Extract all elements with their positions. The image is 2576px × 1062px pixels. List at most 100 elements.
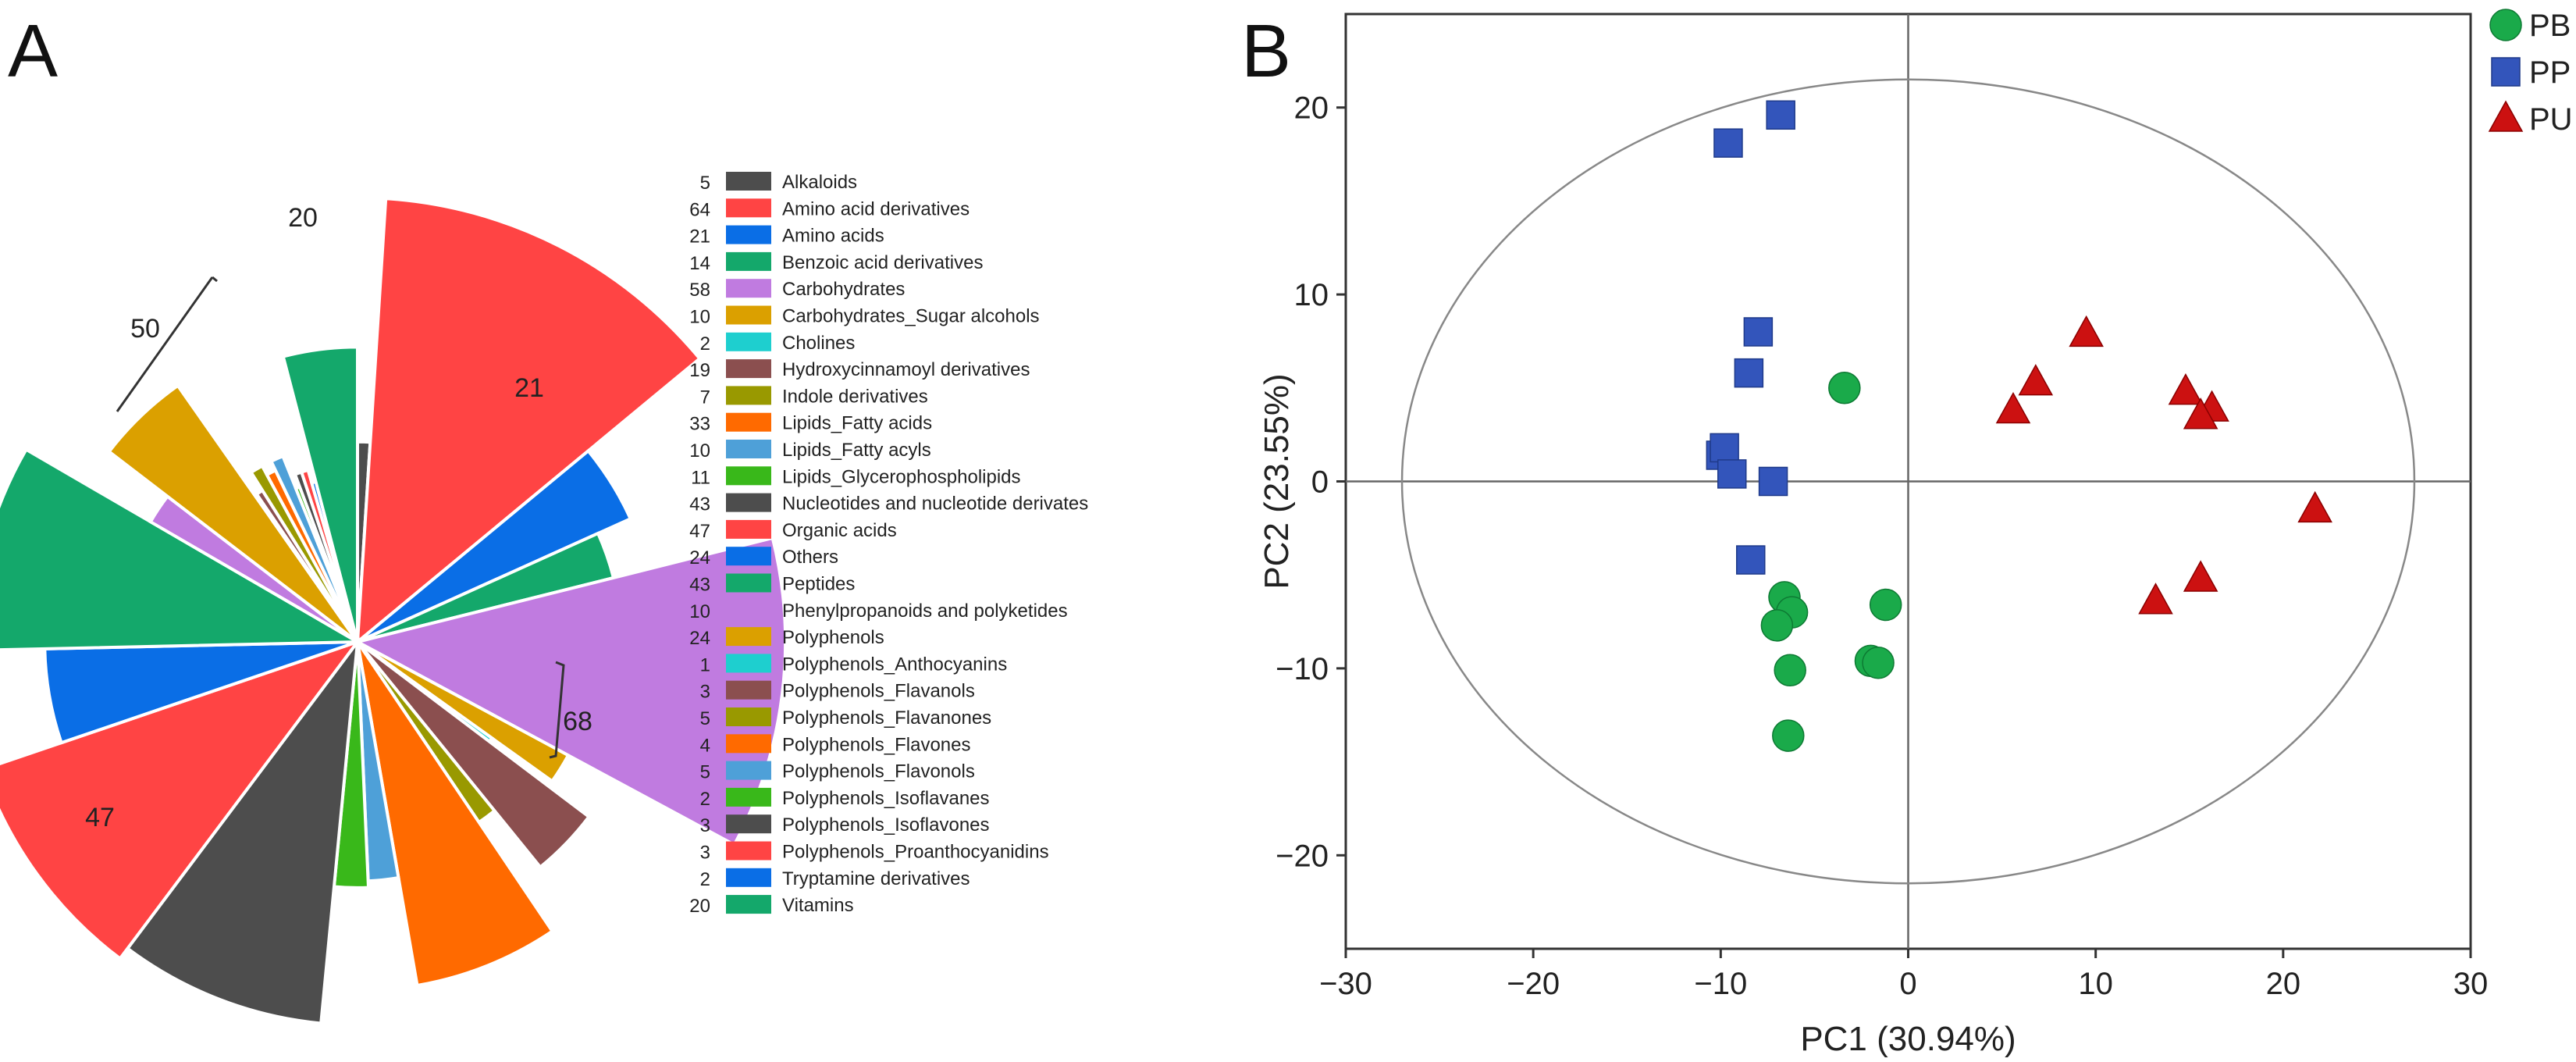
axis-ticks: −30 −20 −10 0 10 20 30 −20 −10 0 10 20: [1276, 91, 2488, 1001]
scatter-points: [1706, 100, 2332, 752]
legend-count: 43: [689, 494, 710, 515]
x-axis-label: PC1 (30.94%): [1800, 1020, 2016, 1058]
point-pu: [2168, 373, 2204, 405]
confidence-ellipse: [1400, 78, 2416, 885]
legend-count: 10: [689, 307, 710, 328]
rose-annotations: 20 21 68 47 50: [85, 203, 592, 832]
point-pb: [1772, 719, 1805, 752]
legend-count: 33: [689, 414, 710, 435]
legend-label: Nucleotides and nucleotide derivates: [782, 494, 1088, 515]
point-pu: [2183, 397, 2218, 429]
legend-swatch: [726, 198, 771, 218]
legend-swatch: [726, 412, 771, 432]
legend-label: Lipids_Fatty acids: [782, 413, 932, 434]
legend-count: 2: [700, 869, 710, 890]
legend-label: Peptides: [782, 574, 855, 595]
legend-swatch: [726, 761, 771, 780]
legend-marker-pp: [2491, 57, 2521, 87]
legend-label: Vitamins: [782, 895, 854, 916]
legend-count: 58: [689, 280, 710, 301]
legend-count: 11: [691, 467, 710, 488]
legend-swatch: [726, 895, 771, 914]
legend-count: 10: [689, 601, 710, 622]
rose-wedge-nucleotides-and-nucleotide-derivates: [125, 636, 360, 1025]
rose-wedge-hydroxycinnamoyl-derivatives: [356, 640, 592, 870]
legend-label: Indole derivatives: [782, 386, 928, 407]
rose-wedge-peptides: [0, 447, 364, 652]
legend-swatch: [726, 466, 771, 486]
x-tick-label: 0: [1899, 967, 1916, 1001]
legend-label: Lipids_Glycerophospholipids: [782, 466, 1021, 487]
rose-wedge-carbohydrates-sugar-alcohols: [356, 640, 571, 784]
legend-swatch: [726, 734, 771, 754]
legend-label: Others: [782, 547, 838, 568]
rose-wedge-amino-acids: [356, 448, 633, 643]
point-pu: [2183, 560, 2218, 592]
y-tick-label: 0: [1311, 465, 1329, 500]
legend-label: Amino acids: [782, 226, 884, 247]
legend-count: 1: [700, 654, 710, 675]
y-tick-label: 10: [1294, 278, 1329, 312]
rose-wedge-vitamins: [281, 345, 359, 643]
legend-count: 5: [700, 173, 710, 194]
legend-swatch: [726, 440, 771, 458]
legend-swatch: [726, 279, 771, 298]
zero-lines: [1346, 14, 2471, 949]
bracket: [116, 276, 218, 412]
rose-wedge-polyphenols: [106, 383, 359, 643]
legend-label: Polyphenols_Flavonols: [782, 761, 975, 782]
legend-swatch: [726, 359, 771, 379]
legend-count: 2: [700, 333, 710, 355]
point-pu: [2138, 583, 2173, 615]
rose-annotation: 68: [563, 707, 592, 736]
legend-swatch: [726, 868, 771, 887]
point-pb: [1774, 654, 1806, 687]
legend-swatch: [726, 225, 771, 244]
legend-count: 10: [689, 440, 710, 462]
legend-count: 3: [700, 682, 710, 703]
legend-swatch: [726, 332, 771, 351]
rose-wedge-amino-acid-derivatives: [355, 197, 703, 646]
point-pp: [1758, 466, 1788, 497]
legend-count: 5: [700, 708, 710, 729]
legend-count: 7: [700, 387, 710, 408]
legend-swatch: [726, 547, 771, 566]
x-tick-label: 10: [2078, 967, 2113, 1001]
point-pp: [1710, 433, 1739, 463]
x-tick-label: −20: [1507, 967, 1560, 1001]
point-pu: [2018, 364, 2054, 396]
legend-label: Carbohydrates_Sugar alcohols: [782, 306, 1040, 327]
x-tick-label: −10: [1694, 967, 1747, 1001]
series-legend: PB PP PU: [2488, 9, 2573, 137]
legend-marker-pu: [2488, 100, 2524, 132]
legend-count: 3: [700, 843, 710, 864]
legend-count: 64: [689, 199, 710, 220]
legend-marker-pb: [2489, 9, 2522, 41]
legend-swatch: [726, 787, 771, 807]
bracket: [549, 661, 565, 759]
legend-swatch: [726, 814, 771, 834]
legend-swatch: [726, 627, 771, 647]
legend-count: 19: [689, 360, 710, 381]
legend-swatch: [726, 680, 771, 700]
legend-label: Polyphenols_Proanthocyanidins: [782, 842, 1049, 863]
legend-count: 20: [689, 896, 710, 917]
rose-annotation: 20: [288, 203, 318, 233]
legend-label: Tryptamine derivatives: [782, 868, 970, 889]
legend-label-pb: PB: [2529, 9, 2571, 43]
legend-label: Polyphenols_Anthocyanins: [782, 654, 1007, 675]
legend-swatch: [726, 841, 771, 861]
legend-label: Polyphenols_Isoflavones: [782, 814, 990, 836]
legend-label: Lipids_Fatty acyls: [782, 440, 931, 461]
legend-label: Alkaloids: [782, 172, 857, 193]
point-pu: [2297, 490, 2332, 523]
legend-swatch: [726, 493, 771, 512]
legend-count: 4: [700, 735, 710, 756]
legend-count: 3: [700, 815, 710, 836]
legend-label: Polyphenols_Flavanols: [782, 681, 975, 702]
legend-swatch: [726, 600, 771, 619]
legend-swatch: [726, 251, 771, 271]
rose-wedge-polyphenols-proanthocyanidins: [299, 468, 359, 643]
panel-label-b: B: [1241, 9, 1291, 93]
legend-label: Cholines: [782, 333, 855, 354]
